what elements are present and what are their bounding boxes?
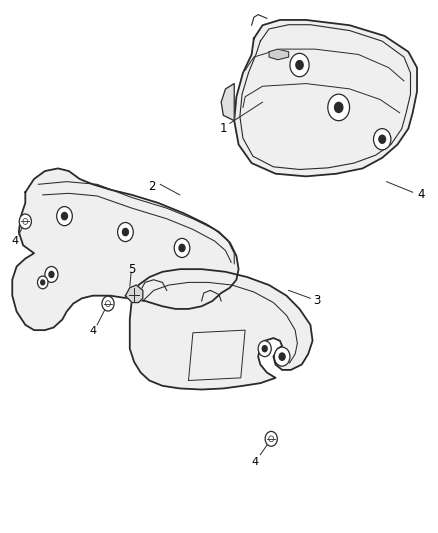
Circle shape bbox=[102, 296, 114, 311]
Polygon shape bbox=[125, 285, 143, 303]
Circle shape bbox=[290, 53, 309, 77]
Circle shape bbox=[262, 346, 267, 352]
Text: 3: 3 bbox=[313, 294, 321, 308]
Polygon shape bbox=[12, 168, 239, 330]
Text: 4: 4 bbox=[89, 326, 96, 336]
Circle shape bbox=[265, 431, 277, 446]
Text: 4: 4 bbox=[417, 189, 425, 201]
Circle shape bbox=[23, 219, 28, 224]
Circle shape bbox=[49, 271, 54, 278]
Circle shape bbox=[19, 214, 32, 229]
Circle shape bbox=[123, 229, 128, 236]
Text: 1: 1 bbox=[219, 122, 227, 135]
Polygon shape bbox=[130, 269, 313, 390]
Circle shape bbox=[374, 128, 391, 150]
Polygon shape bbox=[221, 84, 234, 120]
Circle shape bbox=[38, 276, 48, 289]
Text: 4: 4 bbox=[12, 236, 19, 246]
Circle shape bbox=[61, 213, 67, 220]
Circle shape bbox=[379, 135, 385, 143]
Circle shape bbox=[174, 238, 190, 257]
Text: 5: 5 bbox=[128, 263, 136, 276]
Circle shape bbox=[274, 347, 290, 366]
Circle shape bbox=[117, 222, 133, 241]
Circle shape bbox=[269, 436, 274, 442]
Polygon shape bbox=[234, 20, 417, 176]
Text: 2: 2 bbox=[148, 181, 155, 193]
Circle shape bbox=[335, 102, 343, 112]
Circle shape bbox=[41, 280, 45, 285]
Circle shape bbox=[45, 266, 58, 282]
Polygon shape bbox=[269, 49, 289, 60]
Text: 4: 4 bbox=[251, 457, 259, 466]
Circle shape bbox=[57, 207, 72, 225]
Circle shape bbox=[279, 353, 285, 360]
Circle shape bbox=[328, 94, 350, 120]
Circle shape bbox=[106, 301, 110, 306]
Circle shape bbox=[258, 341, 271, 357]
Circle shape bbox=[179, 244, 185, 252]
Circle shape bbox=[296, 61, 303, 69]
